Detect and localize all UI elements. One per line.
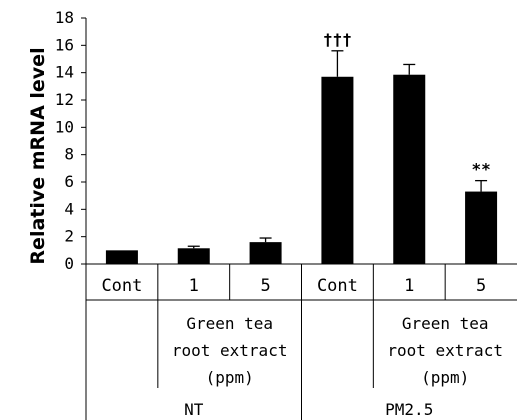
treatment-sublabel: root extract — [387, 341, 503, 360]
category-table: Cont 1 5 Cont 1 5 Green tea root extract (ppm) Gr… — [85, 264, 517, 420]
group-label: PM2.5 — [385, 400, 433, 419]
significance-marker: ** — [471, 160, 490, 179]
bar — [393, 74, 426, 264]
bar — [105, 250, 138, 264]
bar — [249, 242, 282, 264]
treatment-sublabel: Green tea — [186, 314, 273, 333]
category-label: 1 — [189, 276, 199, 296]
category-label: 1 — [404, 276, 414, 296]
y-tick-label: 10 — [55, 117, 74, 136]
y-tick-label: 14 — [55, 63, 74, 82]
bars: ††† ** — [86, 30, 517, 265]
y-axis-label: Relative mRNA level — [27, 47, 49, 264]
y-tick-label: 16 — [55, 35, 74, 54]
treatment-sublabel: (ppm) — [206, 368, 254, 387]
category-label: Cont — [101, 276, 142, 296]
y-tick-label: 8 — [64, 145, 74, 164]
y-tick-label: 6 — [64, 172, 74, 191]
bar — [465, 191, 498, 264]
treatment-sublabel: root extract — [172, 341, 288, 360]
significance-marker: ††† — [323, 30, 352, 49]
treatment-sublabel: Green tea — [402, 314, 489, 333]
group-label: NT — [184, 400, 204, 419]
y-tick-label: 4 — [64, 199, 74, 218]
category-label: 5 — [476, 276, 486, 296]
y-tick-label: 2 — [64, 227, 74, 246]
treatment-sublabel: (ppm) — [421, 368, 469, 387]
bar — [321, 76, 354, 265]
y-tick-label: 18 — [55, 8, 74, 27]
y-tick-label: 12 — [55, 90, 74, 109]
y-tick-label: 0 — [64, 254, 74, 273]
category-label: 5 — [260, 276, 270, 296]
category-label: Cont — [317, 276, 358, 296]
y-axis: 0 2 4 6 8 10 12 14 16 18 — [55, 8, 87, 273]
bar — [177, 248, 210, 264]
